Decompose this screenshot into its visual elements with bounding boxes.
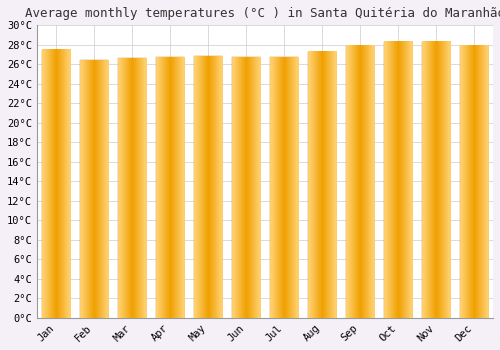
Bar (156, 57, 184, 318)
Bar (42, 50, 70, 318)
Bar (194, 56, 222, 318)
Bar (232, 57, 260, 318)
Bar (422, 42, 450, 318)
Bar (118, 58, 146, 318)
Bar (80, 61, 108, 318)
Bar (270, 57, 298, 318)
Bar (346, 46, 374, 318)
Bar (460, 46, 488, 318)
Title: Average monthly temperatures (°C ) in Santa Quitéria do Maranhão: Average monthly temperatures (°C ) in Sa… (25, 7, 500, 20)
Bar (308, 51, 336, 318)
Bar (384, 42, 412, 318)
